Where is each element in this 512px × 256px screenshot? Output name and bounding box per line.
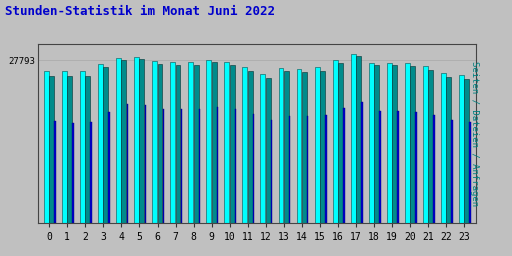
Bar [271, 120, 272, 223]
Bar [379, 111, 381, 223]
Bar [361, 102, 362, 223]
Bar [62, 71, 67, 223]
Bar [338, 63, 343, 223]
Bar [170, 62, 175, 223]
Bar [266, 78, 271, 223]
Bar [307, 116, 308, 223]
Bar [415, 112, 417, 223]
Bar [211, 62, 217, 223]
Bar [139, 59, 144, 223]
Bar [325, 114, 327, 223]
Bar [253, 114, 254, 223]
Bar [176, 65, 180, 223]
Bar [217, 107, 218, 223]
Bar [470, 122, 471, 223]
Bar [284, 71, 289, 223]
Text: Stunden-Statistik im Monat Juni 2022: Stunden-Statistik im Monat Juni 2022 [5, 5, 275, 18]
Bar [405, 63, 410, 223]
Bar [289, 116, 290, 223]
Bar [351, 54, 356, 223]
Bar [320, 71, 325, 223]
Bar [410, 66, 415, 223]
Bar [44, 71, 49, 223]
Bar [194, 65, 199, 223]
Bar [302, 72, 307, 223]
Bar [103, 67, 108, 223]
Bar [121, 60, 126, 223]
Y-axis label: Seiten / Dateien / Anfragen: Seiten / Dateien / Anfragen [470, 61, 479, 206]
Bar [464, 79, 470, 223]
Bar [423, 66, 428, 223]
Bar [235, 109, 236, 223]
Bar [206, 60, 211, 223]
Bar [279, 68, 284, 223]
Bar [49, 76, 54, 223]
Bar [452, 120, 453, 223]
Bar [446, 77, 451, 223]
Bar [369, 63, 374, 223]
Bar [91, 122, 92, 223]
Bar [441, 73, 446, 223]
Bar [109, 112, 110, 223]
Bar [387, 63, 392, 223]
Bar [296, 69, 302, 223]
Bar [429, 70, 433, 223]
Bar [72, 123, 74, 223]
Bar [158, 64, 162, 223]
Bar [86, 76, 90, 223]
Bar [248, 71, 253, 223]
Bar [116, 58, 121, 223]
Bar [356, 56, 361, 223]
Bar [230, 65, 234, 223]
Bar [134, 57, 139, 223]
Bar [152, 61, 157, 223]
Bar [181, 109, 182, 223]
Bar [98, 64, 103, 223]
Bar [67, 76, 72, 223]
Bar [459, 75, 464, 223]
Bar [54, 121, 56, 223]
Bar [261, 74, 265, 223]
Bar [433, 114, 435, 223]
Bar [126, 104, 128, 223]
Bar [224, 62, 229, 223]
Bar [163, 109, 164, 223]
Bar [315, 67, 319, 223]
Bar [333, 60, 337, 223]
Bar [243, 67, 247, 223]
Bar [392, 66, 397, 223]
Bar [199, 110, 200, 223]
Bar [343, 108, 345, 223]
Bar [80, 71, 85, 223]
Bar [374, 66, 379, 223]
Bar [144, 105, 146, 223]
Bar [188, 62, 193, 223]
Bar [397, 111, 399, 223]
